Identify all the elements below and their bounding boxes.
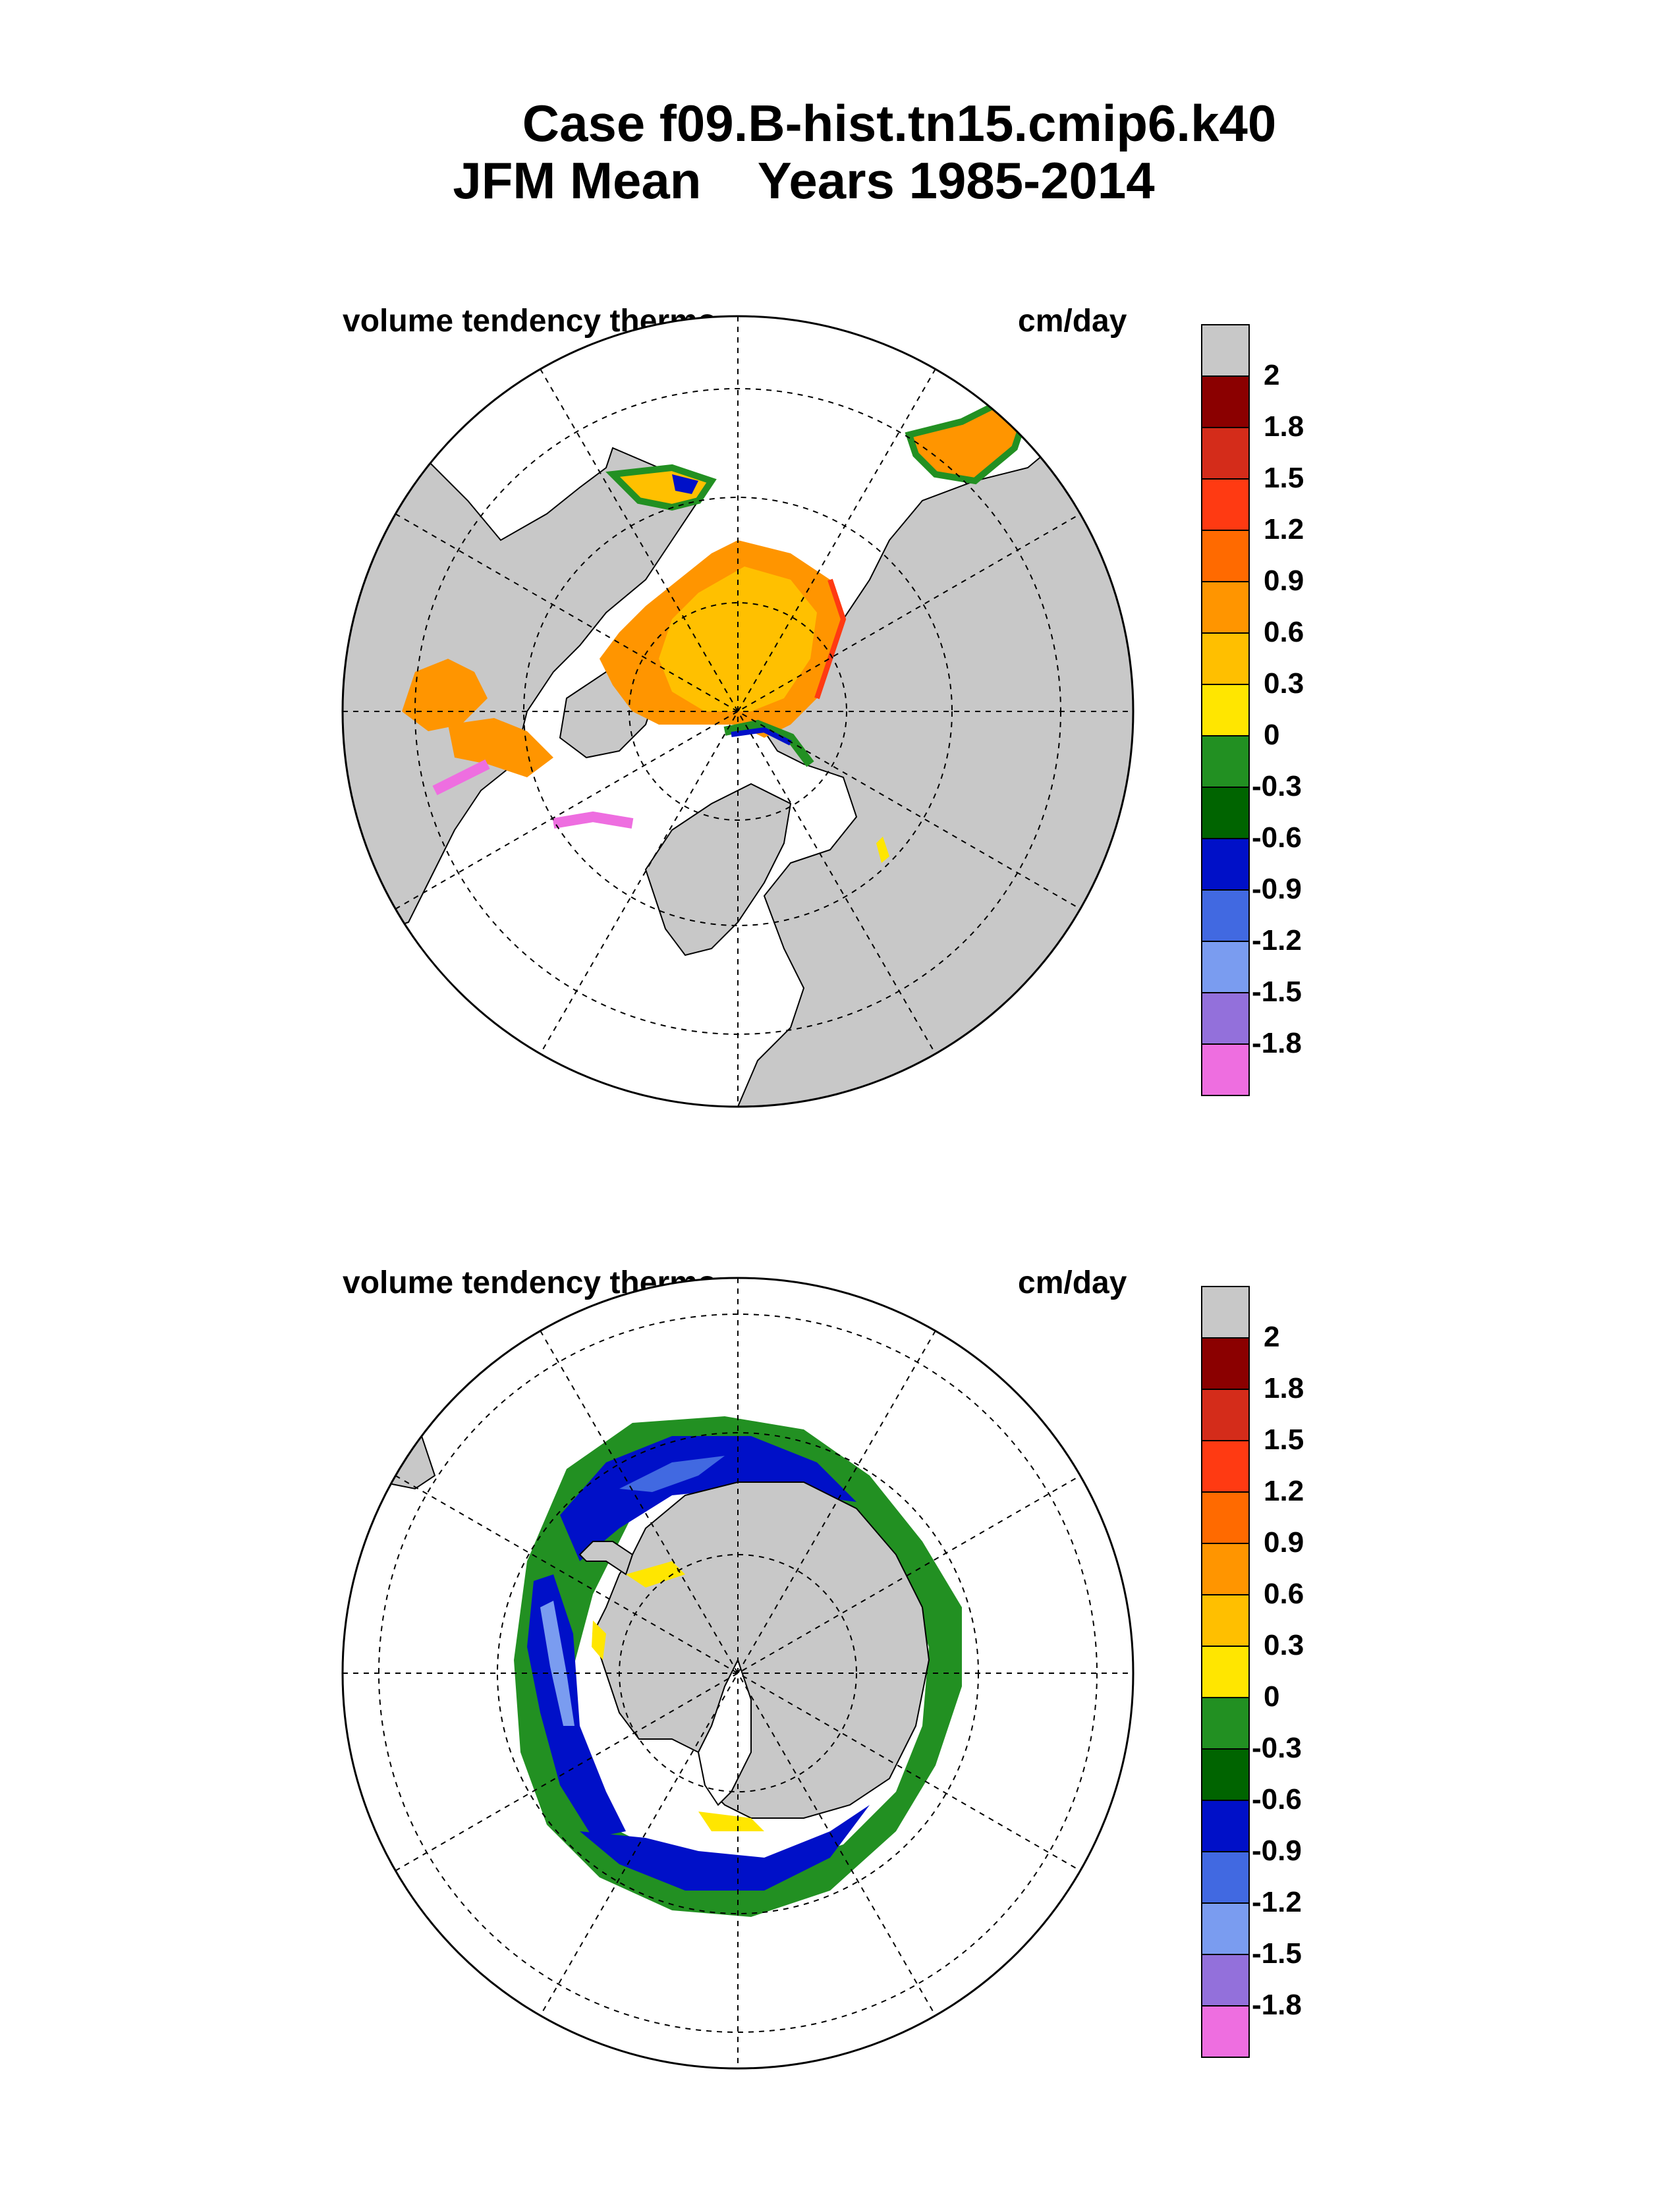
colorbar-swatch — [1201, 1954, 1250, 2005]
weddell-ice-lightblue — [619, 1456, 725, 1492]
colorbar-swatch — [1201, 1748, 1250, 1800]
colorbar-swatch — [1201, 324, 1250, 375]
north-america-land — [343, 447, 700, 937]
units-label: cm/day — [1018, 304, 1127, 339]
colorbar-tick-label: -0.6 — [1252, 821, 1302, 854]
ross-coast-yellow — [698, 1812, 764, 1831]
colorbar-tick-label: 1.8 — [1264, 1372, 1304, 1404]
weddell-coast-yellow — [626, 1561, 685, 1588]
map-border — [341, 315, 1134, 1108]
colorbar — [1201, 1286, 1250, 2058]
colorbar-tick-label: -1.2 — [1252, 1886, 1302, 1918]
colorbar-tick-label: 1.5 — [1264, 462, 1304, 494]
colorbar-swatch — [1201, 1286, 1250, 1337]
amundsen-coast-yellow — [592, 1620, 606, 1660]
arctic-ice-central — [659, 567, 817, 711]
colorbar-tick-label: -1.5 — [1252, 976, 1302, 1008]
colorbar-swatch — [1201, 632, 1250, 684]
greenland-sea-pink — [552, 811, 634, 829]
colorbar-tick-label: -0.6 — [1252, 1783, 1302, 1815]
colorbar-swatch — [1201, 530, 1250, 581]
colorbar-swatch — [1201, 1491, 1250, 1543]
antarctic-peninsula — [578, 1541, 634, 1576]
hudson-bay-ice — [402, 659, 488, 731]
colorbar — [1201, 324, 1250, 1096]
colorbar-tick-label: 1.5 — [1264, 1424, 1304, 1456]
graticule — [343, 316, 1133, 1107]
colorbar-swatch — [1201, 427, 1250, 478]
colorbar-swatch — [1201, 2005, 1250, 2058]
colorbar-tick-label: 0.6 — [1264, 1578, 1304, 1610]
colorbar-swatch — [1201, 1594, 1250, 1646]
colorbar-swatch — [1201, 375, 1250, 427]
colorbar-tick-label: 0 — [1264, 1680, 1280, 1713]
labrador-pink-edge — [432, 759, 490, 796]
colorbar-tick-label: 0 — [1264, 719, 1280, 751]
colorbar-tick-label: -1.5 — [1252, 1937, 1302, 1970]
weddell-ice-blue — [560, 1436, 856, 1561]
colorbar-swatch — [1201, 735, 1250, 787]
colorbar-tick-label: 1.2 — [1264, 513, 1304, 545]
colorbar-tick-label: -0.9 — [1252, 1835, 1302, 1867]
colorbar-swatch — [1201, 889, 1250, 941]
graticule — [343, 1278, 1133, 2068]
colorbar-tick-label: -1.8 — [1252, 1027, 1302, 1059]
colorbar-swatch — [1201, 941, 1250, 992]
colorbar-tick-label: 0.3 — [1264, 667, 1304, 700]
okhotsk-ice — [905, 398, 1032, 485]
colorbar-swatch — [1201, 478, 1250, 530]
main-title-line1: Case f09.B-hist.tn15.cmip6.k40 — [522, 94, 1277, 152]
antarctic-panel: volume tendency thermo cm/day — [0, 1265, 1680, 2187]
baffin-ice — [448, 718, 553, 777]
colorbar-swatch — [1201, 1902, 1250, 1954]
bering-blue — [672, 474, 698, 494]
colorbar-tick-label: 2 — [1264, 1321, 1280, 1353]
colorbar-tick-label: 1.2 — [1264, 1475, 1304, 1507]
arctic-panel: volume tendency thermo cm/day — [0, 303, 1680, 1225]
colorbar-swatch — [1201, 838, 1250, 889]
barents-edge-green — [723, 719, 814, 767]
south-america-land — [343, 1389, 436, 1490]
baltic-yellow — [876, 837, 889, 863]
ross-ice-blue — [580, 1805, 870, 1891]
amundsen-lightblue — [540, 1601, 574, 1726]
colorbar-tick-label: 0.6 — [1264, 616, 1304, 648]
bering-ice — [605, 464, 717, 511]
colorbar-swatch — [1201, 1337, 1250, 1389]
colorbar-swatch — [1201, 1043, 1250, 1096]
colorbar-tick-label: 0.9 — [1264, 565, 1304, 597]
colorbar-tick-label: 0.3 — [1264, 1629, 1304, 1661]
colorbar-swatch — [1201, 1851, 1250, 1902]
antarctic-polar-map — [341, 1277, 1134, 2070]
colorbar-tick-label: -1.8 — [1252, 1989, 1302, 2021]
greenland-land — [644, 783, 792, 956]
arctic-ice-red-edge — [814, 578, 847, 700]
colorbar-swatch — [1201, 684, 1250, 735]
colorbar-swatch — [1201, 1646, 1250, 1697]
colorbar-swatch — [1201, 1800, 1250, 1851]
colorbar-swatch — [1201, 1389, 1250, 1440]
barents-edge-blue — [731, 727, 792, 746]
units-label: cm/day — [1018, 1265, 1127, 1300]
colorbar-swatch — [1201, 1440, 1250, 1491]
colorbar-swatch — [1201, 581, 1250, 632]
colorbar-swatch — [1201, 1697, 1250, 1748]
main-title-line2: JFM Mean Years 1985-2014 — [453, 152, 1155, 209]
colorbar-swatch — [1201, 1543, 1250, 1594]
colorbar-tick-label: -0.3 — [1252, 1732, 1302, 1764]
arctic-polar-map — [341, 315, 1134, 1108]
colorbar-tick-label: -0.9 — [1252, 873, 1302, 905]
colorbar-tick-label: 1.8 — [1264, 410, 1304, 443]
colorbar-swatch — [1201, 787, 1250, 838]
colorbar-tick-label: -0.3 — [1252, 770, 1302, 802]
colorbar-tick-label: 0.9 — [1264, 1526, 1304, 1559]
map-border — [341, 1277, 1134, 2070]
colorbar-tick-label: -1.2 — [1252, 924, 1302, 956]
colorbar-swatch — [1201, 992, 1250, 1043]
colorbar-tick-label: 2 — [1264, 359, 1280, 391]
